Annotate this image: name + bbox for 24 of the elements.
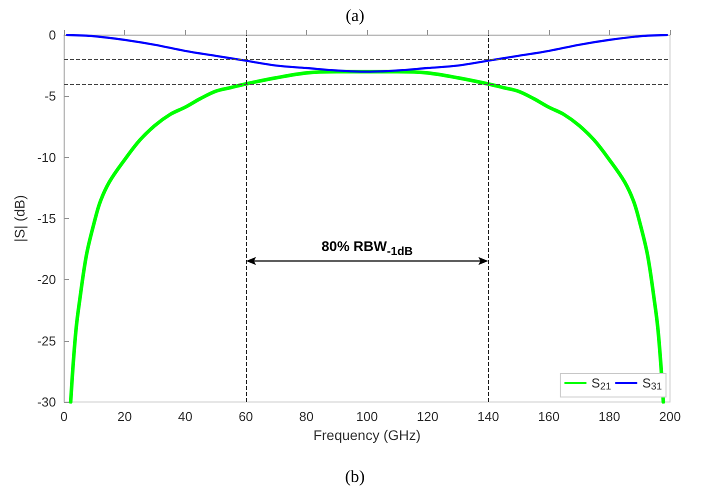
x-tick-label: 180	[598, 409, 620, 424]
x-tick-label: 80	[299, 409, 314, 424]
y-tick-label: -30	[37, 394, 56, 410]
x-tick-label: 40	[178, 409, 192, 424]
chart-title: (a)	[346, 6, 364, 25]
y-axis-title: |S| (dB)	[11, 195, 28, 242]
y-tick-label: -10	[37, 150, 56, 165]
x-tick-label: 120	[416, 409, 438, 424]
line-series	[68, 70, 666, 404]
x-tick-label: 0	[60, 409, 68, 424]
x-tick-label: 60	[238, 409, 254, 424]
y-tick-label: -5	[44, 88, 56, 104]
x-tick-label: 140	[477, 409, 500, 424]
x-tick-label: 160	[538, 409, 560, 424]
x-tick-label: 100	[356, 409, 378, 424]
x-tick-label: 200	[659, 409, 681, 424]
y-tick-label: -15	[37, 211, 56, 226]
y-tick-label: 0	[48, 28, 56, 42]
x-tick-label: 20	[117, 409, 132, 424]
text: (b)	[345, 467, 365, 487]
y-tick-label: -25	[37, 333, 56, 348]
annotation: 80% RBW$_{-1dB}$	[322, 238, 413, 258]
y-tick-label: -20	[37, 272, 56, 288]
x-axis-title: Frequency (GHz)	[313, 426, 421, 443]
